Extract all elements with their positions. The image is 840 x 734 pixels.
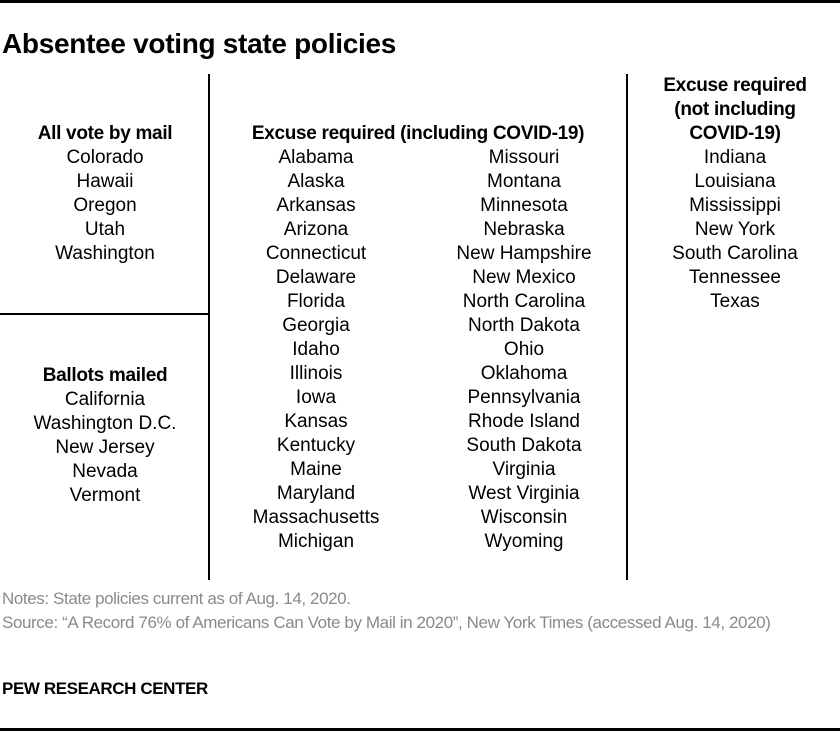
state-item: Connecticut — [265, 243, 367, 264]
divider-left-horizontal — [0, 313, 210, 315]
state-item: Oklahoma — [480, 363, 568, 384]
state-item: New Hampshire — [456, 243, 592, 264]
state-item: Nevada — [72, 461, 138, 482]
group-excuse-including-covid-col1: Alabama Alaska Arkansas Arizona Connecticut D… — [216, 146, 416, 554]
state-item: Vermont — [69, 485, 141, 506]
state-item: Georgia — [282, 315, 350, 336]
state-item: Wyoming — [484, 531, 564, 552]
state-item: Minnesota — [480, 195, 568, 216]
state-item: Mississippi — [689, 195, 781, 216]
state-item: Montana — [487, 171, 561, 192]
state-item: Alabama — [278, 147, 354, 168]
state-item: Louisiana — [694, 171, 776, 192]
state-item: Kentucky — [276, 435, 356, 456]
group-excuse-not-including-covid: Excuse required (not including COVID-19) I… — [630, 74, 840, 314]
state-item: Florida — [286, 291, 346, 312]
state-item: Iowa — [295, 387, 337, 408]
group-excuse-including-covid-heading: Excuse required (including COVID-19) — [210, 122, 626, 146]
state-item: Ohio — [503, 339, 545, 360]
state-item: Texas — [710, 291, 760, 312]
state-item: Massachusetts — [252, 507, 380, 528]
group-all-vote-by-mail: All vote by mail Colorado Hawaii Oregon Uta… — [0, 122, 210, 266]
state-item: New York — [694, 219, 776, 240]
group-heading: Ballots mailed — [42, 365, 168, 386]
state-item: Tennessee — [689, 267, 781, 288]
group-heading-line: (not including — [674, 99, 796, 120]
state-item: Hawaii — [76, 171, 134, 192]
state-item: Idaho — [292, 339, 340, 360]
state-list: Alabama Alaska Arkansas Arizona Connecticut D… — [216, 146, 416, 554]
state-item: California — [64, 389, 146, 410]
state-item: Alaska — [287, 171, 345, 192]
group-heading: All vote by mail — [37, 123, 173, 144]
state-item: North Dakota — [468, 315, 580, 336]
group-excuse-including-covid-col2: Missouri Montana Minnesota Nebraska New Hamp… — [424, 146, 624, 554]
state-item: New Mexico — [472, 267, 576, 288]
state-item: Indiana — [703, 147, 767, 168]
state-list: Colorado Hawaii Oregon Utah Washington — [0, 146, 210, 266]
state-item: Michigan — [277, 531, 355, 552]
state-list: California Washington D.C. New Jersey Nevad… — [0, 388, 210, 508]
state-item: Arkansas — [276, 195, 356, 216]
state-item: Maryland — [276, 483, 356, 504]
state-item: Illinois — [289, 363, 343, 384]
group-ballots-mailed: Ballots mailed California Washington D.C.… — [0, 364, 210, 508]
divider-left — [208, 74, 210, 580]
source-text: Source: “A Record 76% of Americans Can V… — [2, 613, 771, 632]
group-heading-line: COVID-19) — [689, 123, 781, 144]
bottom-rule — [0, 728, 840, 731]
state-item: Missouri — [488, 147, 560, 168]
state-item: Wisconsin — [480, 507, 568, 528]
state-item: Nebraska — [483, 219, 565, 240]
brand-logo-text: PEW RESEARCH CENTER — [2, 679, 208, 698]
group-heading: Excuse required (not including COVID-19) — [630, 74, 840, 146]
state-item: Oregon — [73, 195, 137, 216]
state-item: West Virginia — [468, 483, 580, 504]
state-item: Washington D.C. — [33, 413, 177, 434]
state-item: South Carolina — [672, 243, 798, 264]
group-heading: Excuse required (including COVID-19) — [251, 123, 585, 144]
group-heading-line: Excuse required — [663, 75, 807, 96]
state-item: Virginia — [492, 459, 556, 480]
state-item: Pennsylvania — [467, 387, 581, 408]
divider-right — [626, 74, 628, 580]
state-item: Delaware — [275, 267, 357, 288]
state-item: Arizona — [283, 219, 349, 240]
notes: Notes: State policies current as of Aug.… — [2, 587, 838, 635]
state-list: Indiana Louisiana Mississippi New York South… — [630, 146, 840, 314]
page-title: Absentee voting state policies — [2, 28, 396, 59]
state-item: New Jersey — [55, 437, 155, 458]
state-item: Washington — [55, 243, 155, 264]
state-item: Maine — [290, 459, 342, 480]
state-item: Colorado — [66, 147, 144, 168]
state-item: South Dakota — [466, 435, 582, 456]
top-rule — [0, 0, 840, 3]
state-item: Rhode Island — [468, 411, 580, 432]
state-item: North Carolina — [462, 291, 586, 312]
note-text: Notes: State policies current as of Aug.… — [2, 589, 351, 608]
state-item: Utah — [84, 219, 126, 240]
state-item: Kansas — [284, 411, 348, 432]
state-list: Missouri Montana Minnesota Nebraska New Hamp… — [424, 146, 624, 554]
